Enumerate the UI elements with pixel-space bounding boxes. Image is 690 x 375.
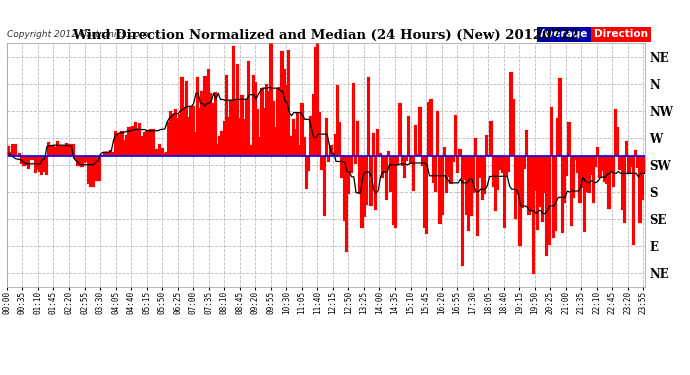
Text: Direction: Direction (594, 30, 648, 39)
Text: Average: Average (540, 30, 588, 39)
Text: Copyright 2012 Cartronics.com: Copyright 2012 Cartronics.com (7, 30, 148, 39)
Title: Wind Direction Normalized and Median (24 Hours) (New) 20120722: Wind Direction Normalized and Median (24… (72, 29, 580, 42)
